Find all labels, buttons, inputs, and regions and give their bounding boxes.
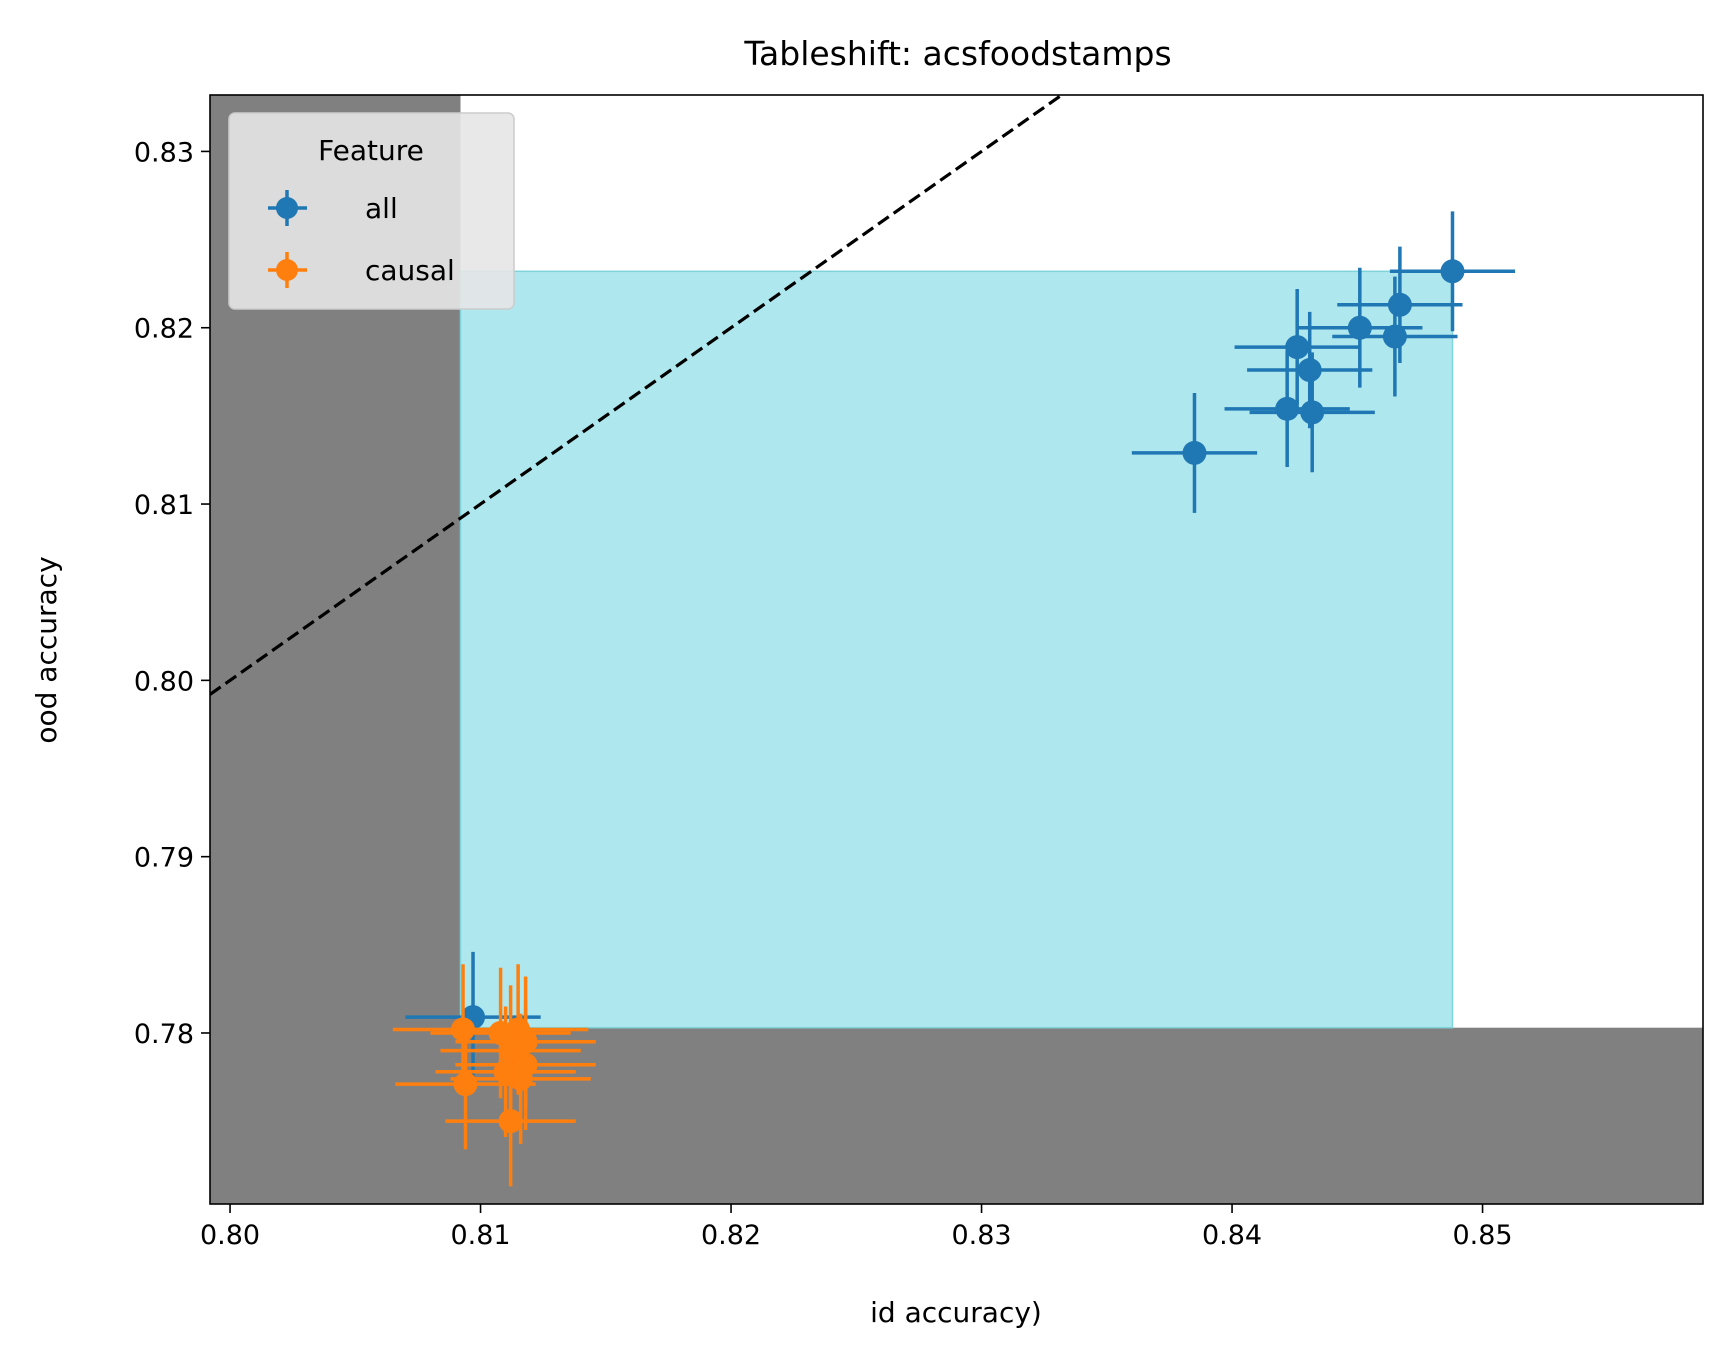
x-tick-label: 0.81 bbox=[450, 1220, 510, 1251]
legend-title: Feature bbox=[318, 134, 424, 167]
data-point-all-3 bbox=[1382, 324, 1407, 349]
legend-label: all bbox=[365, 192, 398, 225]
x-tick-label: 0.80 bbox=[200, 1220, 260, 1251]
legend-marker-dot bbox=[276, 197, 298, 219]
data-point-causal-8 bbox=[453, 1072, 478, 1097]
data-point-all-5 bbox=[1297, 358, 1322, 383]
legend-frame bbox=[228, 112, 515, 310]
legend-entry-causal: causal bbox=[268, 252, 455, 288]
shaded-region-1 bbox=[460, 1027, 1703, 1204]
data-point-all-7 bbox=[1300, 400, 1325, 425]
shaded-region-2 bbox=[459, 270, 1454, 1029]
x-tick-label: 0.82 bbox=[701, 1220, 761, 1251]
plot-frame bbox=[209, 94, 1704, 1205]
legend-entry-all: all bbox=[268, 190, 398, 226]
y-tick-label: 0.78 bbox=[134, 1019, 194, 1050]
legend: Feature all causal bbox=[228, 112, 515, 310]
y-axis-label: ood accuracy bbox=[30, 556, 63, 743]
legend-label: causal bbox=[365, 254, 455, 287]
data-point-all-4 bbox=[1285, 335, 1310, 360]
reference-line bbox=[210, 95, 1065, 696]
x-axis-label: id accuracy) bbox=[870, 1296, 1042, 1329]
x-axis: 0.80 0.81 0.82 0.83 0.84 0.85 bbox=[200, 1204, 1513, 1251]
series-all bbox=[405, 211, 1516, 1083]
chart-title: Tableshift: acsfoodstamps bbox=[743, 34, 1171, 73]
data-point-causal-9 bbox=[498, 1109, 523, 1134]
series-causal bbox=[392, 964, 596, 1187]
data-point-all-8 bbox=[1182, 440, 1207, 465]
x-tick-label: 0.84 bbox=[1202, 1220, 1262, 1251]
data-point-all-2 bbox=[1347, 315, 1372, 340]
y-tick-label: 0.83 bbox=[134, 137, 194, 168]
data-point-all-1 bbox=[1387, 292, 1412, 317]
y-tick-label: 0.79 bbox=[134, 843, 194, 874]
x-tick-label: 0.85 bbox=[1452, 1220, 1512, 1251]
data-point-all-6 bbox=[1275, 396, 1300, 421]
x-tick-label: 0.83 bbox=[951, 1220, 1011, 1251]
y-tick-label: 0.82 bbox=[134, 314, 194, 345]
y-tick-label: 0.80 bbox=[134, 666, 194, 697]
y-tick-label: 0.81 bbox=[134, 490, 194, 521]
legend-marker-dot bbox=[276, 259, 298, 281]
data-point-all-0 bbox=[1440, 259, 1465, 284]
y-axis: 0.78 0.79 0.80 0.81 0.82 0.83 bbox=[134, 137, 210, 1050]
